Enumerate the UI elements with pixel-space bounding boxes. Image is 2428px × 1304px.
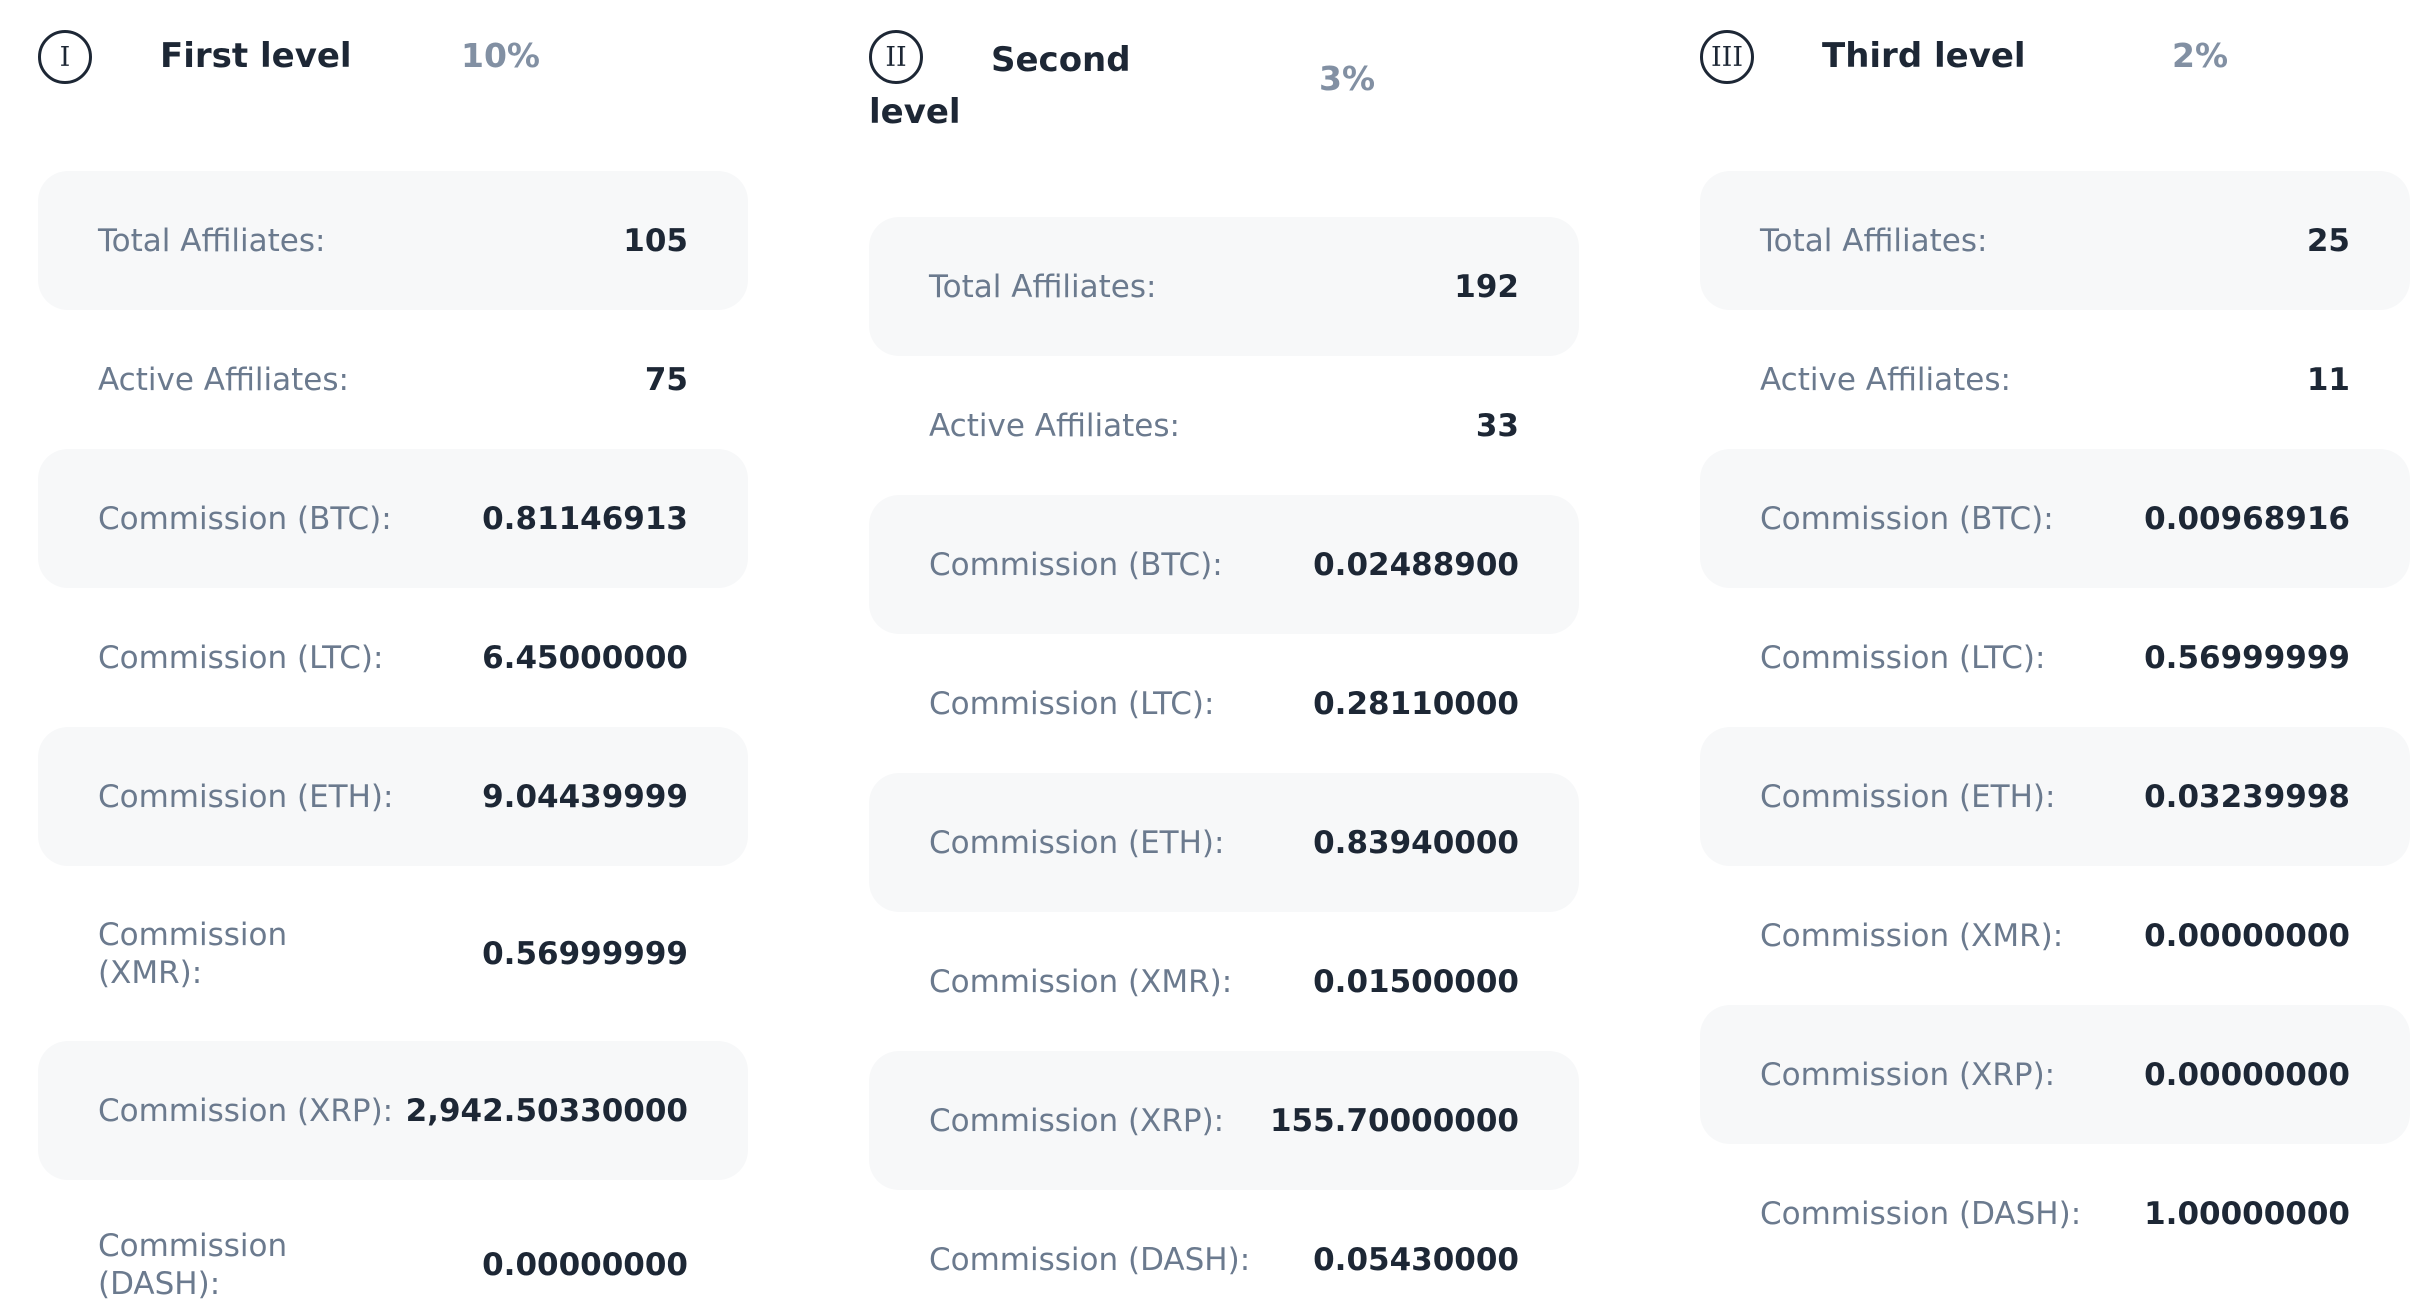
stat-value: 155.70000000 <box>1269 1102 1519 1139</box>
stat-label: Total Affiliates: <box>98 222 326 259</box>
stat-row-commission-xmr: Commission (XMR): 0.56999999 <box>38 866 748 1041</box>
stat-row-commission-eth: Commission (ETH): 0.83940000 <box>869 773 1579 912</box>
stat-row-commission-xrp: Commission (XRP): 0.00000000 <box>1700 1005 2410 1144</box>
stat-value: 0.00000000 <box>482 1247 688 1283</box>
stat-value: 11 <box>2306 361 2350 398</box>
stat-label: Commission (DASH): <box>1760 1195 2082 1232</box>
stat-value: 0.00000000 <box>2144 1056 2350 1093</box>
stat-value: 0.28110000 <box>1313 685 1519 722</box>
stat-label: Commission (XMR): <box>1760 917 2064 954</box>
stat-label: Commission (ETH): <box>1760 778 2056 815</box>
stat-row-active-affiliates: Active Affiliates: 33 <box>869 356 1579 495</box>
level-percent: 2% <box>2172 36 2229 75</box>
stat-row-commission-xrp: Commission (XRP): 2,942.50330000 <box>38 1041 748 1180</box>
stat-value: 0.02488900 <box>1313 546 1519 583</box>
stat-label: Commission (XRP): <box>98 1092 394 1129</box>
stat-row-commission-xrp: Commission (XRP): 155.70000000 <box>869 1051 1579 1190</box>
stat-value: 75 <box>644 361 688 398</box>
stat-value: 0.56999999 <box>482 935 688 972</box>
stat-value: 0.56999999 <box>2144 639 2350 676</box>
stat-value: 0.83940000 <box>1313 824 1519 861</box>
level-card-first: I First level 10% Total Affiliates: 105 … <box>38 0 748 1304</box>
level-title: Third level <box>1822 36 2026 76</box>
stat-value: 0.00968916 <box>2144 500 2350 537</box>
stat-label: Commission (XRP): <box>1760 1056 2056 1093</box>
stats-list: Total Affiliates: 192 Active Affiliates:… <box>869 217 1579 1304</box>
stat-row-commission-ltc: Commission (LTC): 0.56999999 <box>1700 588 2410 727</box>
stat-value: 25 <box>2306 222 2350 259</box>
stat-row-total-affiliates: Total Affiliates: 105 <box>38 171 748 310</box>
stat-value: 0.05430000 <box>1313 1241 1519 1278</box>
level-header: II Second level 3% <box>869 0 1579 140</box>
stat-value: 105 <box>623 222 688 259</box>
stat-label: Commission (XMR): <box>929 963 1233 1000</box>
stat-row-commission-btc: Commission (BTC): 0.02488900 <box>869 495 1579 634</box>
stat-label: Commission (LTC): <box>1760 639 2046 676</box>
stat-value: 0.01500000 <box>1313 963 1519 1000</box>
stat-label: Commission (DASH): <box>929 1241 1251 1278</box>
level-title: Second level <box>869 40 1131 132</box>
stat-label: Commission (XMR): <box>98 916 288 991</box>
stat-row-commission-xmr: Commission (XMR): 0.01500000 <box>869 912 1579 1051</box>
stat-label: Commission (ETH): <box>929 824 1225 861</box>
stat-value: 0.00000000 <box>2144 917 2350 954</box>
stat-row-total-affiliates: Total Affiliates: 25 <box>1700 171 2410 310</box>
roman-numeral-icon: III <box>1700 30 1754 84</box>
stat-label: Commission (BTC): <box>98 500 392 537</box>
stat-label: Active Affiliates: <box>1760 361 2011 398</box>
roman-numeral-icon: I <box>38 30 92 84</box>
stat-label: Commission (LTC): <box>98 639 384 676</box>
stat-label: Commission (BTC): <box>1760 500 2054 537</box>
stat-value: 2,942.50330000 <box>405 1092 688 1129</box>
stat-label: Total Affiliates: <box>929 268 1157 305</box>
stat-label: Commission (DASH): <box>98 1228 288 1302</box>
stat-row-commission-dash: Commission (DASH): 0.05430000 <box>869 1190 1579 1304</box>
stat-row-commission-dash: Commission (DASH): 0.00000000 <box>38 1180 748 1304</box>
level-card-second: II Second level 3% Total Affiliates: 192… <box>869 0 1579 1304</box>
stat-label: Commission (BTC): <box>929 546 1223 583</box>
level-card-third: III Third level 2% Total Affiliates: 25 … <box>1700 0 2410 1304</box>
stat-value: 1.00000000 <box>2144 1195 2350 1232</box>
stat-value: 192 <box>1454 268 1519 305</box>
stat-value: 9.04439999 <box>482 778 688 815</box>
stat-row-commission-eth: Commission (ETH): 9.04439999 <box>38 727 748 866</box>
stat-row-commission-btc: Commission (BTC): 0.00968916 <box>1700 449 2410 588</box>
stat-label: Commission (LTC): <box>929 685 1215 722</box>
stat-label: Commission (ETH): <box>98 778 394 815</box>
level-percent: 10% <box>461 36 540 75</box>
stat-value: 0.81146913 <box>482 500 688 537</box>
stat-value: 6.45000000 <box>482 639 688 676</box>
stat-row-commission-xmr: Commission (XMR): 0.00000000 <box>1700 866 2410 1005</box>
stat-value: 0.03239998 <box>2144 778 2350 815</box>
stat-row-active-affiliates: Active Affiliates: 11 <box>1700 310 2410 449</box>
level-header: I First level 10% <box>38 0 748 140</box>
stat-label: Total Affiliates: <box>1760 222 1988 259</box>
stat-row-total-affiliates: Total Affiliates: 192 <box>869 217 1579 356</box>
stat-row-commission-ltc: Commission (LTC): 0.28110000 <box>869 634 1579 773</box>
stat-row-commission-dash: Commission (DASH): 1.00000000 <box>1700 1144 2410 1283</box>
stat-row-commission-btc: Commission (BTC): 0.81146913 <box>38 449 748 588</box>
stat-label: Commission (XRP): <box>929 1102 1225 1139</box>
stat-value: 33 <box>1475 407 1519 444</box>
level-header: III Third level 2% <box>1700 0 2410 140</box>
roman-numeral-icon: II <box>869 30 923 84</box>
level-percent: 3% <box>1319 59 1376 98</box>
stat-label: Active Affiliates: <box>98 361 349 398</box>
stat-row-commission-ltc: Commission (LTC): 6.45000000 <box>38 588 748 727</box>
stat-label: Active Affiliates: <box>929 407 1180 444</box>
stats-list: Total Affiliates: 105 Active Affiliates:… <box>38 171 748 1304</box>
stat-row-active-affiliates: Active Affiliates: 75 <box>38 310 748 449</box>
stat-row-commission-eth: Commission (ETH): 0.03239998 <box>1700 727 2410 866</box>
stats-list: Total Affiliates: 25 Active Affiliates: … <box>1700 171 2410 1283</box>
level-title: First level <box>160 36 352 76</box>
